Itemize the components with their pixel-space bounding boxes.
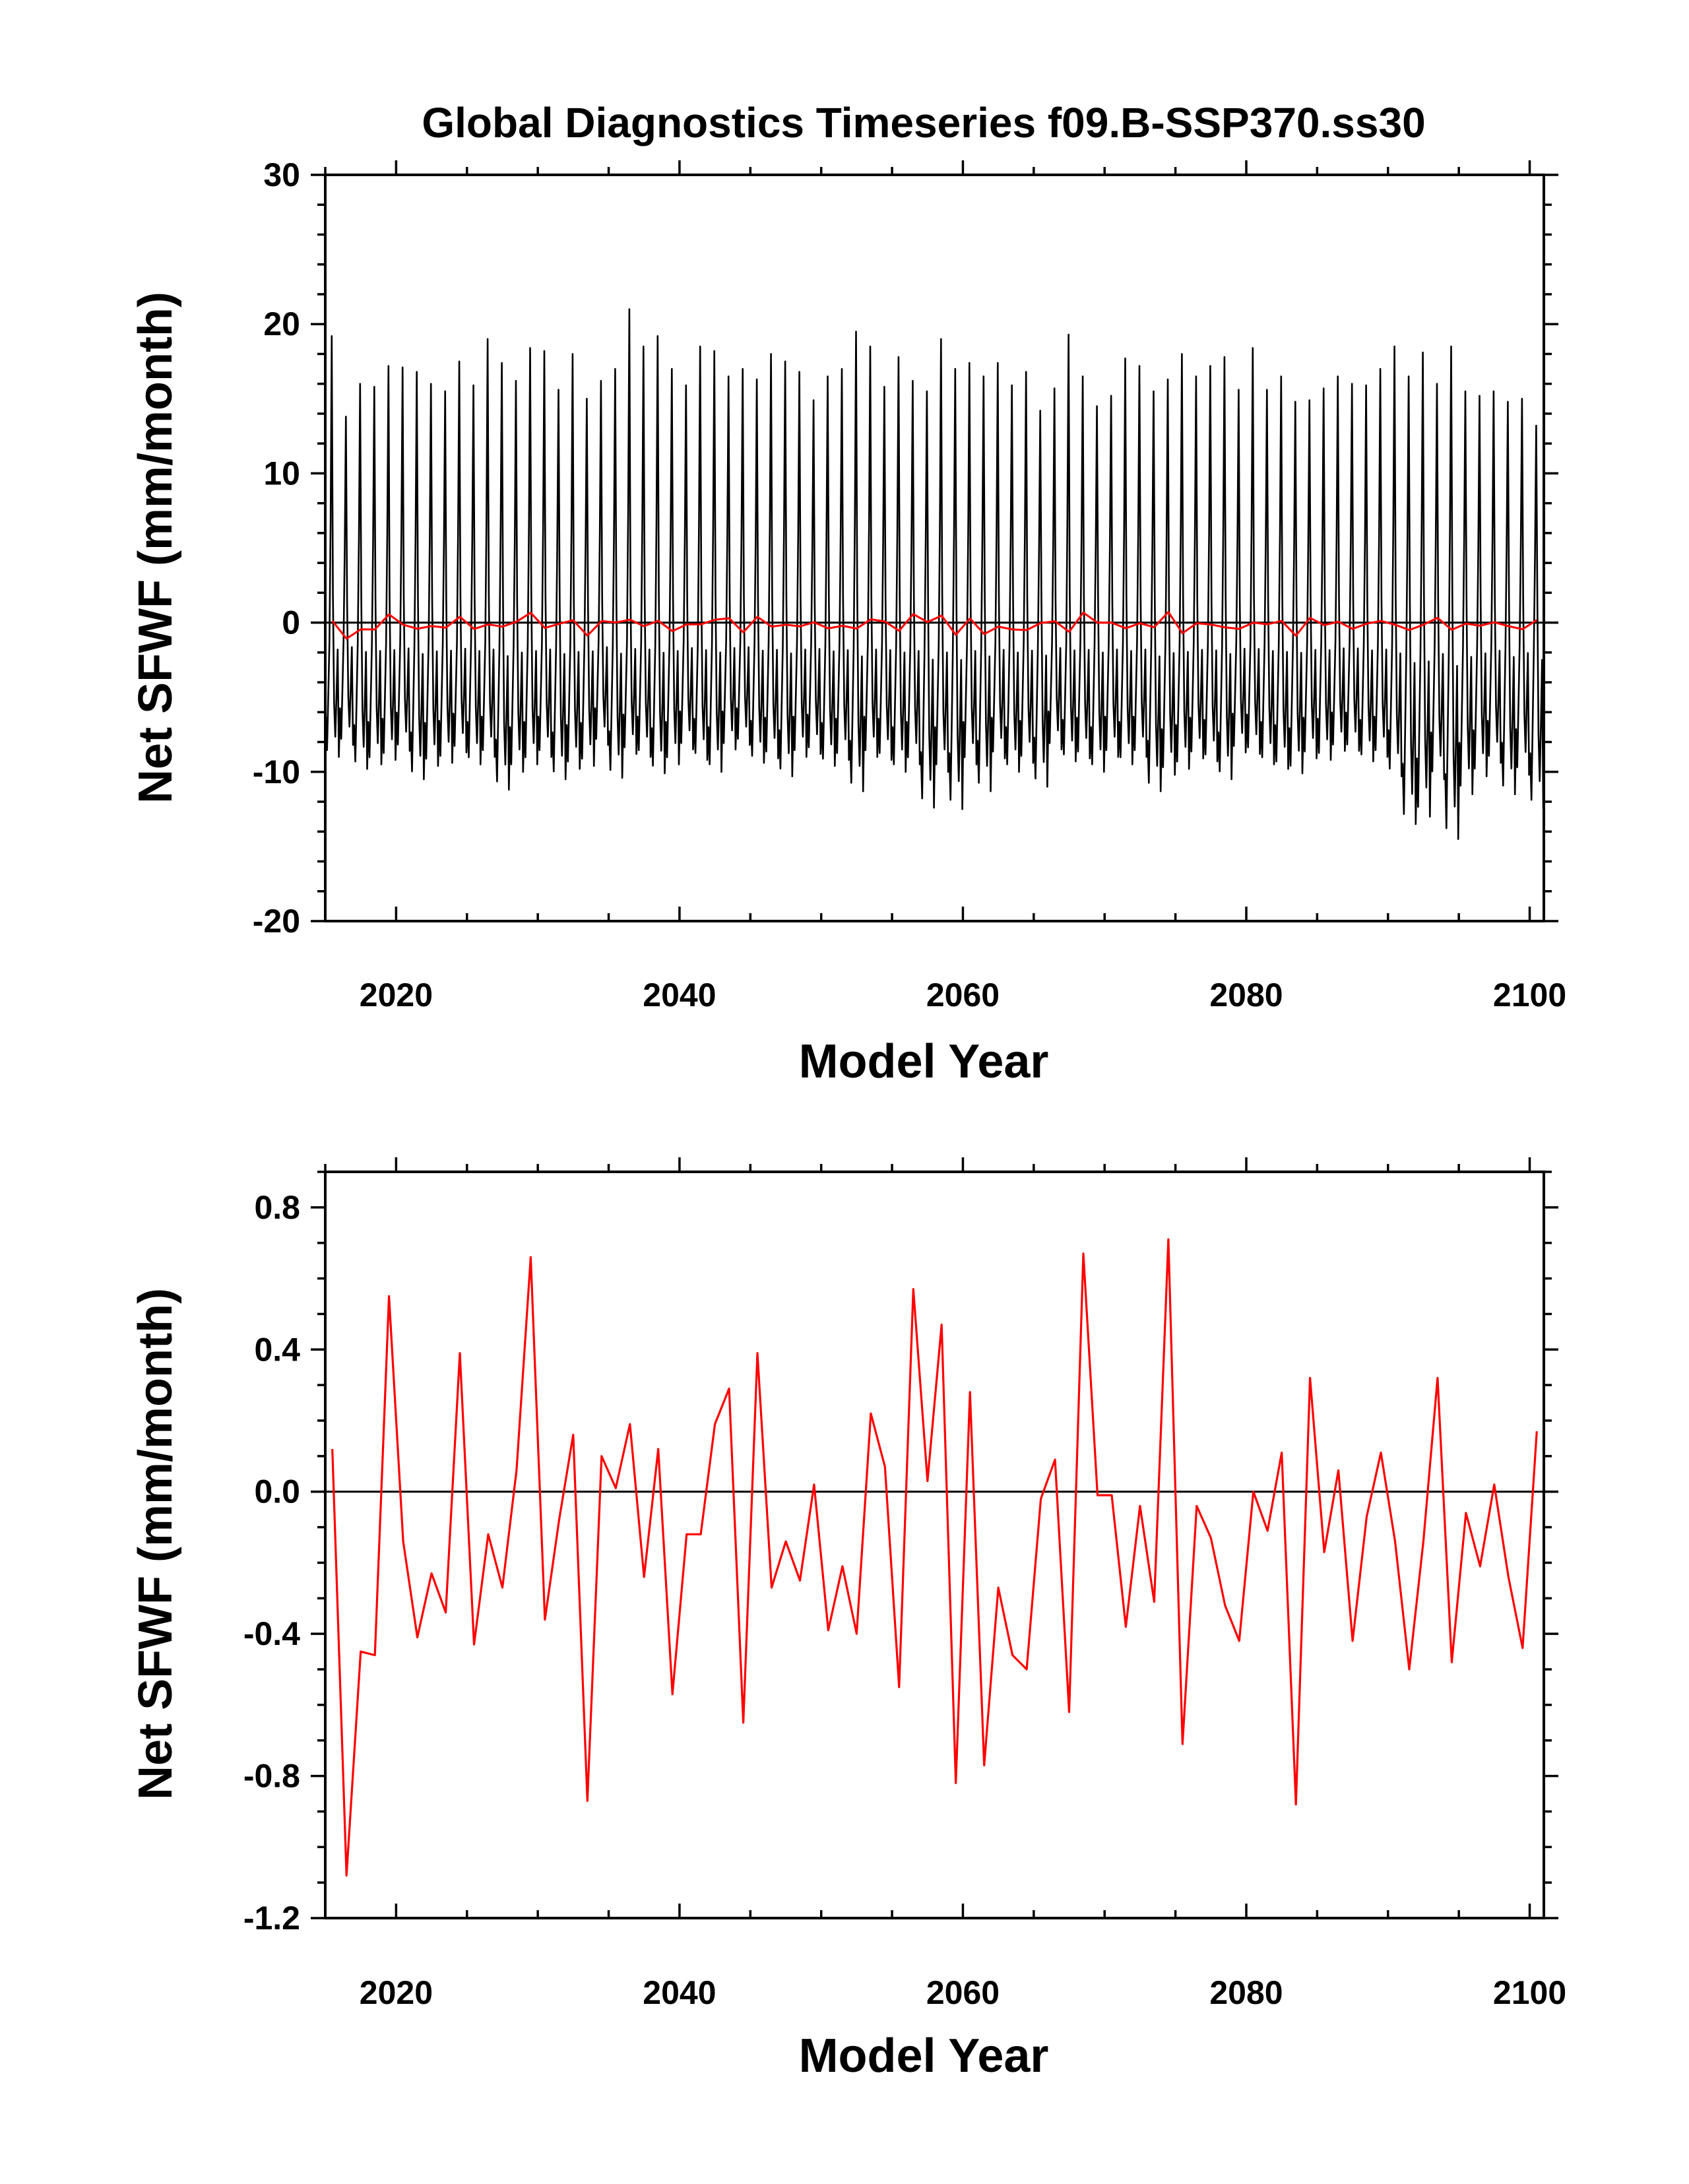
- top-y-tick-label: -20: [253, 903, 300, 940]
- bottom-x-tick-label: 2020: [360, 1974, 433, 2011]
- top-panel: 2020 2040 2060 2080 2100 -20 -10 0 10 20 30 Model …: [129, 156, 1566, 1088]
- top-y-tick-label: 10: [263, 455, 300, 492]
- top-x-tick-label: 2040: [643, 977, 716, 1013]
- top-y-tick-label: 30: [263, 156, 300, 193]
- bottom-x-tick-label: 2100: [1493, 1974, 1566, 2011]
- bottom-annual-mean-line: [331, 1238, 1538, 1877]
- bottom-panel: 2020 2040 2060 2080 2100 -1.2 -0.8 -0.4 0.0 0.4 0.…: [129, 1157, 1566, 2082]
- top-x-tick-label: 2080: [1209, 977, 1283, 1013]
- bottom-x-tick-label: 2060: [926, 1974, 1000, 2011]
- bottom-y-tick-label: -1.2: [243, 1900, 300, 1937]
- top-x-tick-label: 2100: [1493, 977, 1566, 1013]
- bottom-plot-frame: [324, 1171, 1545, 1919]
- chart-title: Global Diagnostics Timeseries f09.B-SSP3…: [422, 99, 1425, 146]
- top-y-tick-label: 0: [282, 604, 300, 641]
- bottom-x-axis-label: Model Year: [799, 2030, 1049, 2082]
- top-x-tick-label: 2020: [360, 977, 433, 1013]
- top-monthly-series-line: [325, 308, 1545, 840]
- bottom-y-tick-label: 0.8: [254, 1189, 300, 1226]
- bottom-y-tick-label: 0.0: [254, 1473, 300, 1510]
- top-y-axis-label: Net SFWF (mm/month): [129, 292, 182, 804]
- bottom-x-tick-label: 2080: [1209, 1974, 1283, 2011]
- top-plot-frame: [324, 174, 1545, 922]
- bottom-y-axis-label: Net SFWF (mm/month): [129, 1288, 182, 1800]
- top-x-tick-label: 2060: [926, 977, 1000, 1013]
- bottom-y-tick-label: -0.8: [243, 1758, 300, 1795]
- top-y-tick-label: -10: [253, 754, 300, 790]
- bottom-y-tick-label: 0.4: [254, 1331, 300, 1368]
- bottom-y-tick-label: -0.4: [243, 1615, 300, 1652]
- top-annual-mean-line: [331, 611, 1538, 640]
- top-x-axis-label: Model Year: [799, 1035, 1049, 1088]
- bottom-x-tick-label: 2040: [643, 1974, 716, 2011]
- top-y-tick-label: 20: [263, 305, 300, 342]
